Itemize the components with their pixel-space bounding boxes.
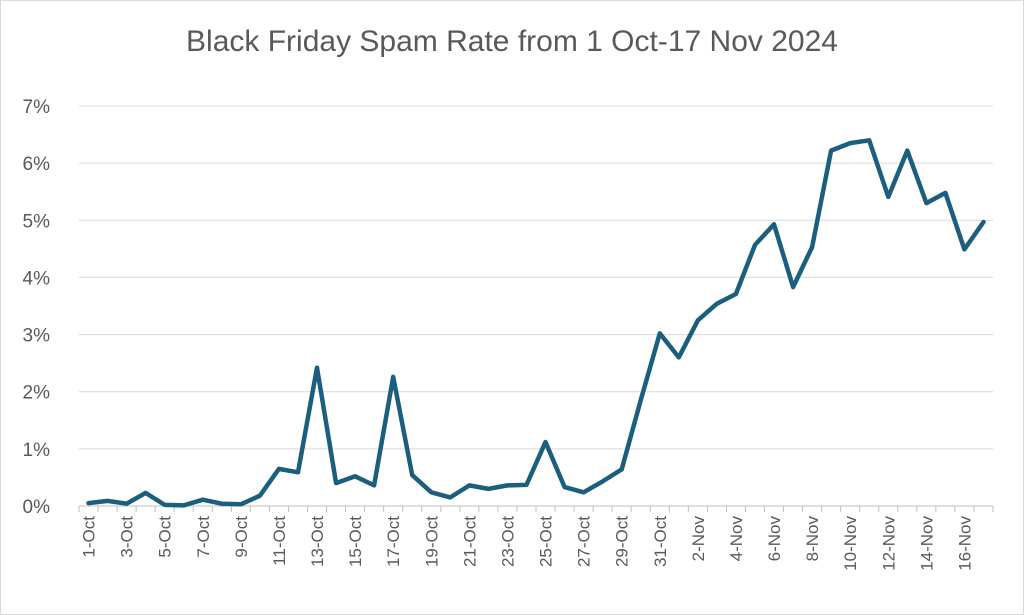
series-spam-rate (86, 138, 986, 508)
data-point (962, 247, 966, 251)
data-point (86, 501, 90, 505)
x-tick-label: 16-Nov (955, 516, 974, 571)
data-point (334, 481, 338, 485)
data-point (448, 495, 452, 499)
chart-title: Black Friday Spam Rate from 1 Oct-17 Nov… (186, 25, 838, 58)
data-point (943, 191, 947, 195)
data-point (391, 375, 395, 379)
x-tick-label: 3-Oct (118, 516, 137, 558)
data-point (372, 483, 376, 487)
data-point (753, 243, 757, 247)
data-point (524, 483, 528, 487)
x-tick-label: 2-Nov (689, 516, 708, 562)
y-tick-label: 7% (23, 97, 51, 118)
data-point (105, 499, 109, 503)
data-point (429, 490, 433, 494)
data-point (981, 220, 985, 224)
x-tick-label: 23-Oct (498, 516, 517, 567)
x-axis-ticks: 1-Oct 3-Oct 5-Oct 7-Oct 9-Oct 11-Oct 13-Oct 15-… (80, 516, 975, 571)
y-axis-ticks: 0% 1% 2% 3% 4% 5% 6% 7% (23, 97, 51, 518)
data-point (220, 502, 224, 506)
x-tick-label: 14-Nov (917, 516, 936, 571)
data-point (239, 502, 243, 506)
y-tick-label: 2% (23, 383, 51, 404)
data-point (886, 195, 890, 199)
gridlines (79, 105, 993, 450)
x-tick-label: 6-Nov (765, 516, 784, 562)
x-tick-label: 29-Oct (613, 516, 632, 567)
data-point (258, 494, 262, 498)
data-point (353, 474, 357, 478)
x-tick-label: 5-Oct (156, 516, 175, 558)
data-point (791, 285, 795, 289)
data-point (639, 398, 643, 402)
y-tick-label: 6% (23, 154, 51, 175)
data-point (867, 138, 871, 142)
x-tick-label: 17-Oct (384, 516, 403, 567)
y-tick-label: 5% (23, 211, 51, 232)
x-tick-label: 9-Oct (232, 516, 251, 558)
data-point (696, 318, 700, 322)
x-tick-label: 1-Oct (80, 516, 99, 558)
x-tick-label: 8-Nov (803, 516, 822, 562)
data-point (600, 479, 604, 483)
x-tick-label: 13-Oct (308, 516, 327, 567)
data-point (182, 503, 186, 507)
x-tick-label: 12-Nov (879, 516, 898, 571)
data-point (810, 245, 814, 249)
data-point (143, 491, 147, 495)
data-point (315, 366, 319, 370)
data-point (581, 490, 585, 494)
data-point (772, 222, 776, 226)
y-tick-label: 1% (23, 440, 51, 461)
data-point (848, 141, 852, 145)
x-tick-label: 15-Oct (346, 516, 365, 567)
x-tick-label: 27-Oct (575, 516, 594, 567)
data-point (410, 473, 414, 477)
data-point (201, 498, 205, 502)
x-tick-label: 25-Oct (537, 516, 556, 567)
y-tick-label: 0% (23, 497, 51, 518)
data-point (505, 483, 509, 487)
x-tick-label: 21-Oct (460, 516, 479, 567)
data-point (619, 467, 623, 471)
x-tick-label: 7-Oct (194, 516, 213, 558)
x-tick-label: 11-Oct (270, 516, 289, 566)
data-point (905, 148, 909, 152)
data-point (124, 502, 128, 506)
data-point (658, 331, 662, 335)
data-point (162, 503, 166, 507)
data-point (829, 148, 833, 152)
x-tick-label: 10-Nov (841, 516, 860, 571)
data-point (924, 201, 928, 205)
data-point (562, 485, 566, 489)
x-tick-label: 31-Oct (651, 516, 670, 567)
data-point (677, 355, 681, 359)
data-point (277, 467, 281, 471)
x-axis (78, 505, 994, 512)
data-point (715, 302, 719, 306)
y-tick-label: 4% (23, 268, 51, 289)
series-line (86, 138, 986, 508)
data-point (734, 292, 738, 296)
data-point (467, 483, 471, 487)
x-tick-label: 4-Nov (727, 516, 746, 562)
x-tick-label: 19-Oct (422, 516, 441, 567)
data-point (486, 487, 490, 491)
y-tick-label: 3% (23, 326, 51, 347)
data-point (543, 440, 547, 444)
data-point (296, 470, 300, 474)
